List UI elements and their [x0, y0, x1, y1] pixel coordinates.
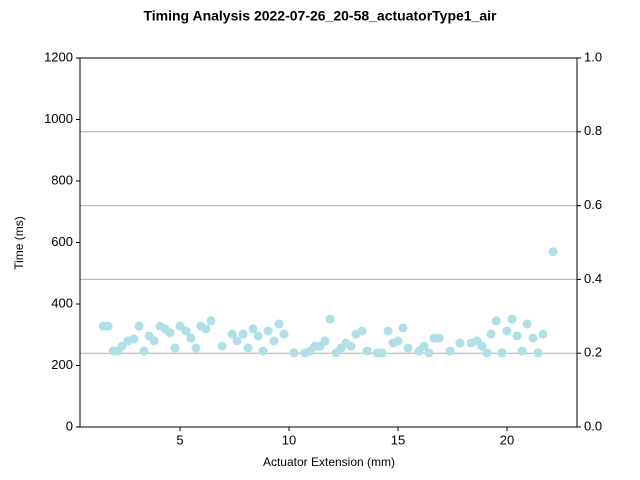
y-tick-label: 1200: [44, 49, 73, 64]
y-tick-label: 0: [66, 418, 73, 433]
point: [191, 343, 201, 353]
point: [533, 348, 543, 358]
point: [424, 348, 434, 358]
point: [486, 329, 496, 339]
y2-tick-label: 0.8: [584, 123, 602, 138]
point: [548, 247, 558, 257]
point: [357, 326, 367, 336]
point: [103, 321, 113, 331]
x-tick-label: 5: [176, 432, 183, 447]
point: [263, 326, 273, 336]
y2-tick-label: 0.4: [584, 271, 602, 286]
chart-title: Timing Analysis 2022-07-26_20-58_actuato…: [143, 8, 497, 24]
point: [538, 329, 548, 339]
y2-tick-label: 1.0: [584, 49, 602, 64]
x-axis-label: Actuator Extension (mm): [263, 455, 395, 469]
point: [117, 341, 127, 351]
point: [186, 333, 196, 343]
point: [393, 336, 403, 346]
point: [274, 319, 284, 329]
point: [217, 341, 227, 351]
point: [477, 341, 487, 351]
y-tick-label: 400: [51, 295, 73, 310]
point: [243, 343, 253, 353]
point: [227, 329, 237, 339]
point: [248, 324, 258, 334]
point: [201, 324, 211, 334]
x-tick-label: 10: [282, 432, 296, 447]
point: [165, 328, 175, 338]
point: [512, 331, 522, 341]
point: [482, 348, 492, 358]
y2-tick-label: 0.2: [584, 345, 602, 360]
point: [129, 334, 139, 344]
point: [507, 314, 517, 324]
y-tick-label: 1000: [44, 111, 73, 126]
point: [383, 326, 393, 336]
point: [522, 319, 532, 329]
point: [346, 341, 356, 351]
point: [289, 348, 299, 358]
point: [206, 316, 216, 326]
point: [403, 343, 413, 353]
point: [528, 333, 538, 343]
point: [175, 321, 185, 331]
x-tick-label: 20: [500, 432, 514, 447]
point: [320, 336, 330, 346]
point: [232, 336, 242, 346]
y-tick-label: 600: [51, 234, 73, 249]
point: [170, 343, 180, 353]
point: [377, 348, 387, 358]
point: [269, 336, 279, 346]
y-tick-label: 200: [51, 357, 73, 372]
point: [517, 346, 527, 356]
y2-tick-label: 0.6: [584, 197, 602, 212]
point: [149, 336, 159, 346]
y-axis-label: Time (ms): [12, 216, 26, 270]
point: [398, 323, 408, 333]
point: [238, 329, 248, 339]
point: [434, 333, 444, 343]
point: [491, 316, 501, 326]
plot-frame: [79, 57, 578, 428]
point: [279, 329, 289, 339]
x-tick-label: 15: [391, 432, 405, 447]
point: [253, 331, 263, 341]
point: [139, 346, 149, 356]
point: [455, 338, 465, 348]
point: [325, 314, 335, 324]
point: [497, 348, 507, 358]
point: [181, 326, 191, 336]
point: [419, 341, 429, 351]
point: [445, 346, 455, 356]
point: [502, 326, 512, 336]
point: [362, 346, 372, 356]
point: [258, 346, 268, 356]
y2-tick-label: 0.0: [584, 418, 602, 433]
y-tick-label: 800: [51, 172, 73, 187]
point: [134, 321, 144, 331]
